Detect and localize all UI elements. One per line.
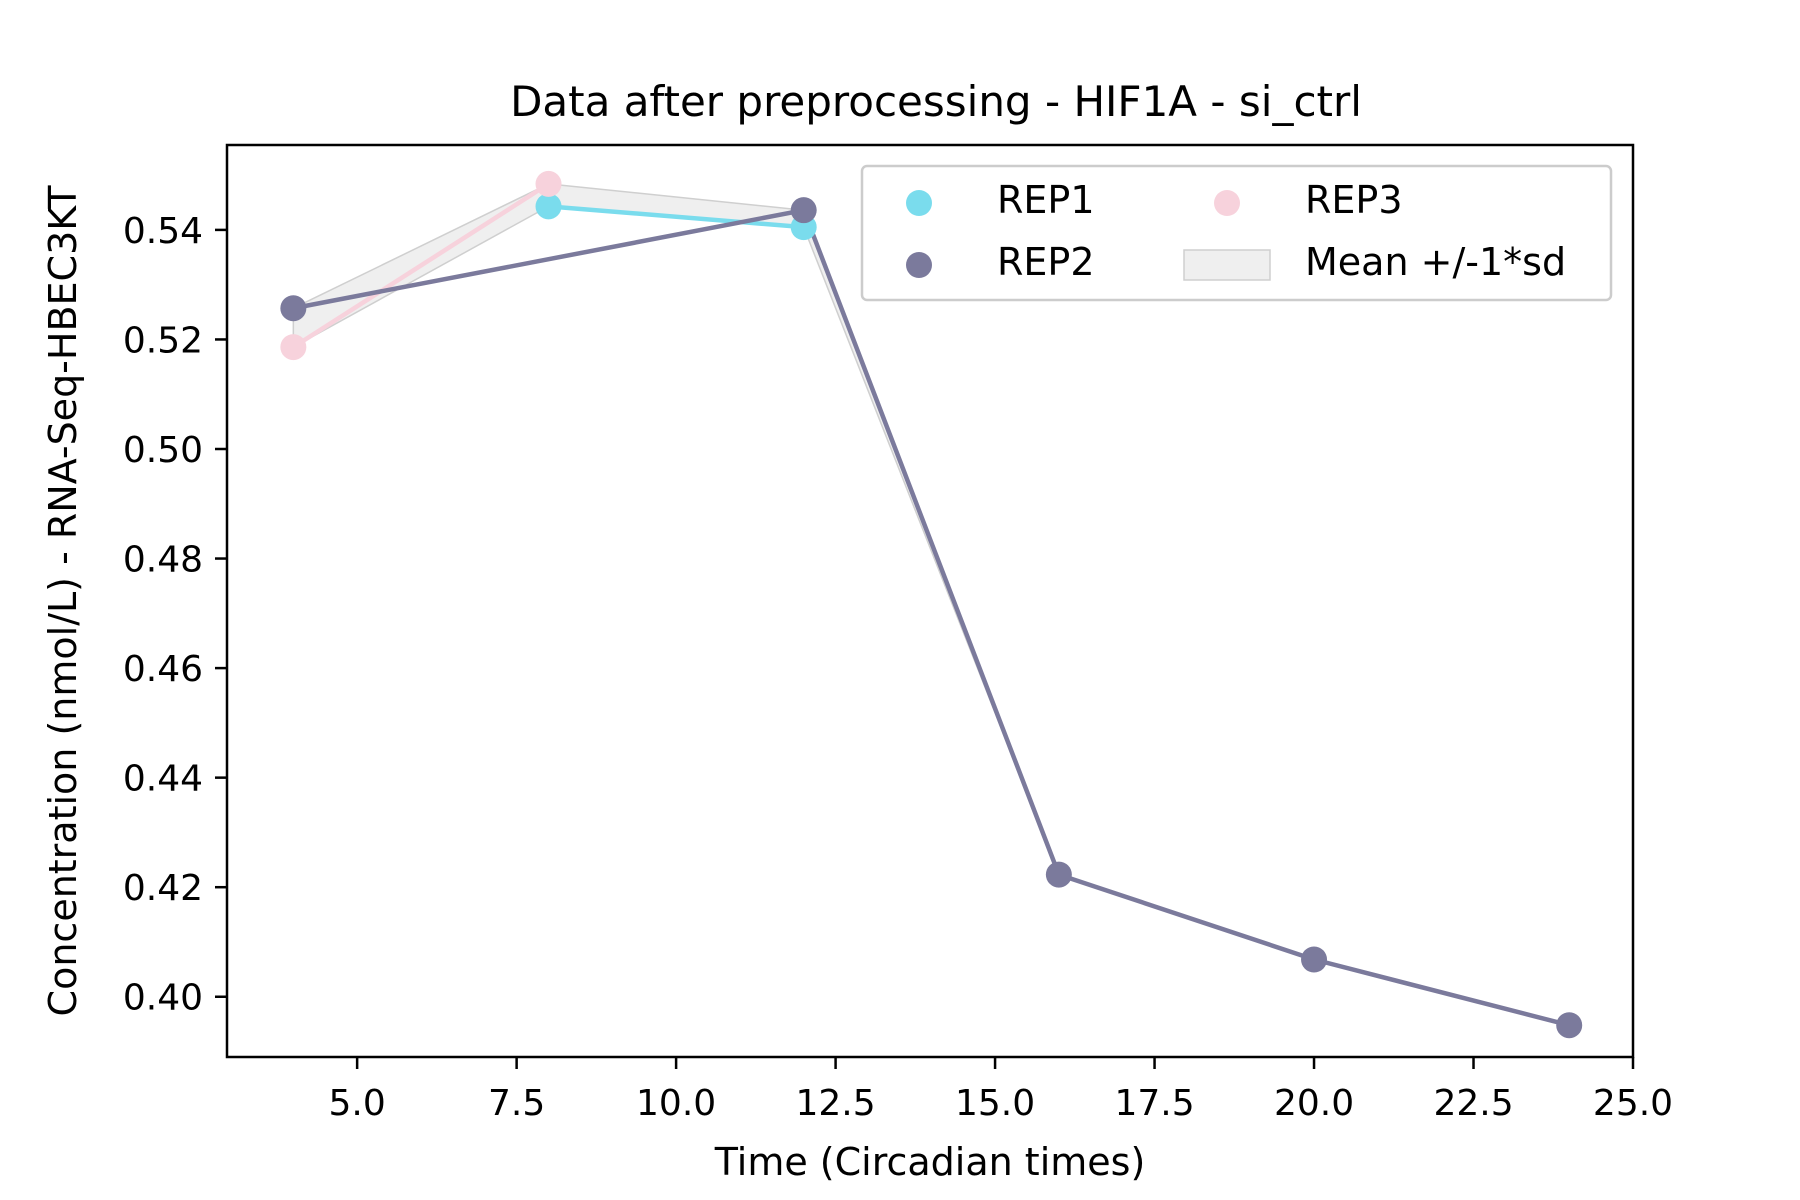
y-tick-label: 0.46 [123, 649, 203, 690]
x-tick-label: 20.0 [1274, 1083, 1354, 1124]
legend: REP1 REP2 REP3 Mean +/-1*sd [860, 164, 1613, 302]
y-tick-label: 0.40 [123, 978, 203, 1019]
x-tick-label: 17.5 [1114, 1083, 1194, 1124]
data-point-rep2 [1556, 1012, 1583, 1039]
data-point-rep1 [535, 193, 562, 220]
legend-label-rep3: REP3 [1305, 178, 1403, 222]
data-point-rep2 [1301, 946, 1328, 973]
series-line-rep1 [548, 204, 804, 230]
data-point-rep2 [280, 295, 307, 322]
x-tick-label: 25.0 [1593, 1083, 1673, 1124]
data-point-rep3 [280, 334, 307, 361]
data-point-rep3 [535, 170, 562, 197]
sd-band [292, 183, 1570, 1026]
chart-title: Data after preprocessing - HIF1A - si_ct… [510, 77, 1362, 126]
x-axis-label: Time (Circadian times) [714, 1140, 1146, 1184]
x-tick-label: 12.5 [796, 1083, 876, 1124]
legend-label-rep2: REP2 [997, 240, 1095, 284]
y-tick-label: 0.54 [123, 211, 203, 252]
plot-area [280, 170, 1583, 1039]
series-line-rep3 [292, 181, 550, 350]
data-point-rep2 [790, 197, 817, 224]
y-tick-label: 0.42 [123, 868, 203, 909]
y-tick-label: 0.50 [123, 430, 203, 471]
x-tick-label: 5.0 [329, 1083, 386, 1124]
data-point-rep2 [1045, 861, 1072, 888]
x-axis: 5.0 7.5 10.0 12.5 15.0 17.5 20.0 22.5 25.0 [329, 1057, 1673, 1124]
legend-marker-mean-1-sd [1183, 249, 1271, 281]
y-tick-label: 0.44 [123, 759, 203, 800]
legend-label-mean-1-sd: Mean +/-1*sd [1305, 240, 1566, 284]
x-tick-label: 7.5 [488, 1083, 545, 1124]
legend-frame [860, 164, 1613, 302]
y-axis-label: Concentration (nmol/L) - RNA-Seq-HBEC3KT [41, 185, 85, 1017]
legend-marker-rep2 [906, 252, 932, 278]
legend-marker-rep1 [906, 190, 932, 216]
x-tick-label: 22.5 [1433, 1083, 1513, 1124]
y-axis: 0.40 0.42 0.44 0.46 0.48 0.50 0.52 0.54 [123, 211, 227, 1019]
x-tick-label: 15.0 [955, 1083, 1035, 1124]
legend-label-rep1: REP1 [997, 178, 1095, 222]
legend-marker-rep3 [1214, 190, 1240, 216]
y-tick-label: 0.48 [123, 540, 203, 581]
y-tick-label: 0.52 [123, 320, 203, 361]
series-line-rep2 [292, 207, 1570, 1028]
plot-frame [225, 143, 1635, 1059]
x-tick-label: 10.0 [636, 1083, 716, 1124]
